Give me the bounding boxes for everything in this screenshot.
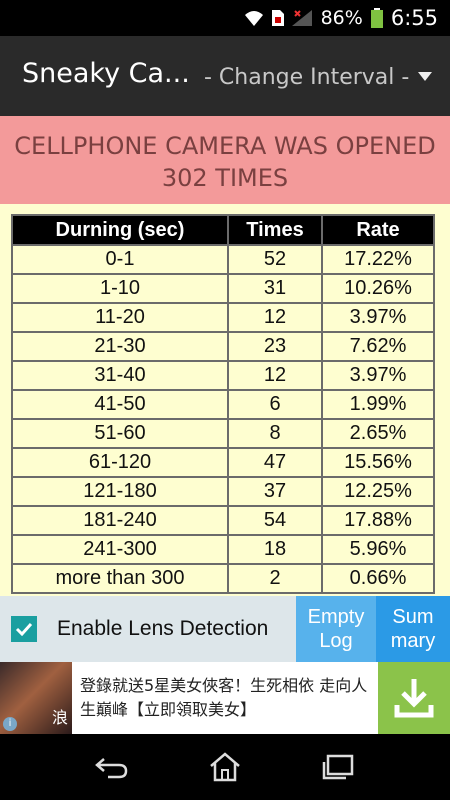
app-bar: Sneaky Ca... - Change Interval - <box>0 36 450 116</box>
open-count-banner: CELLPHONE CAMERA WAS OPENED 302 TIMES <box>0 116 450 204</box>
spinner-label: - Change Interval - <box>204 64 410 90</box>
sim-icon <box>271 10 284 26</box>
summary-label-2: mary <box>390 630 436 652</box>
cell-rate: 15.56% <box>321 447 435 478</box>
cell-times: 54 <box>227 505 323 536</box>
table-row: 181-240 54 17.88% <box>11 505 435 536</box>
back-button[interactable] <box>92 752 132 782</box>
lens-detection-checkbox[interactable] <box>11 616 37 642</box>
recents-button[interactable] <box>318 752 358 782</box>
cell-duration: more than 300 <box>11 563 229 594</box>
cell-rate: 3.97% <box>321 302 435 333</box>
cell-rate: 5.96% <box>321 534 435 565</box>
cell-times: 18 <box>227 534 323 565</box>
cell-duration: 21-30 <box>11 331 229 362</box>
table-row: 21-30 23 7.62% <box>11 331 435 362</box>
cell-rate: 2.65% <box>321 418 435 449</box>
cell-times: 2 <box>227 563 323 594</box>
status-bar: 86% 6:55 <box>0 0 450 36</box>
cell-times: 31 <box>227 273 323 304</box>
banner-line-2: 302 TIMES <box>161 164 289 192</box>
summary-button[interactable]: Sum mary <box>376 596 450 662</box>
empty-log-label-1: Empty <box>307 606 365 628</box>
cell-times: 8 <box>227 418 323 449</box>
signal-icon <box>291 10 312 26</box>
cell-rate: 3.97% <box>321 360 435 391</box>
dropdown-arrow-icon <box>418 72 432 81</box>
cell-times: 52 <box>227 244 323 275</box>
recents-icon <box>322 754 354 780</box>
table-header-row: Durning (sec) Times Rate <box>11 214 435 246</box>
table-row: 41-50 6 1.99% <box>11 389 435 420</box>
app-title: Sneaky Ca... <box>22 58 190 89</box>
table-row: 61-120 47 15.56% <box>11 447 435 478</box>
cell-duration: 0-1 <box>11 244 229 275</box>
cell-duration: 241-300 <box>11 534 229 565</box>
home-button[interactable] <box>205 752 245 782</box>
empty-log-label-2: Log <box>319 630 353 652</box>
cell-rate: 12.25% <box>321 476 435 507</box>
table-row: 51-60 8 2.65% <box>11 418 435 449</box>
cell-duration: 31-40 <box>11 360 229 391</box>
cell-rate: 17.22% <box>321 244 435 275</box>
ad-image-caption: 浪 <box>51 708 68 727</box>
table-row: 31-40 12 3.97% <box>11 360 435 391</box>
download-icon <box>394 679 434 718</box>
cell-rate: 10.26% <box>321 273 435 304</box>
bottom-controls: Enable Lens Detection Empty Log Sum mary <box>0 596 450 662</box>
table-row: more than 300 2 0.66% <box>11 563 435 594</box>
table-row: 0-1 52 17.22% <box>11 244 435 275</box>
cell-duration: 121-180 <box>11 476 229 507</box>
ad-text[interactable]: 登錄就送5星美女俠客！生死相依 走向人生巔峰【立即領取美女】 <box>80 676 368 719</box>
ad-image[interactable]: 浪 i <box>0 662 72 734</box>
clock: 6:55 <box>390 6 438 30</box>
wifi-icon <box>244 11 263 26</box>
cell-times: 12 <box>227 360 323 391</box>
cell-rate: 17.88% <box>321 505 435 536</box>
cell-times: 23 <box>227 331 323 362</box>
cell-times: 37 <box>227 476 323 507</box>
column-header-duration: Durning (sec) <box>11 214 229 246</box>
table-row: 241-300 18 5.96% <box>11 534 435 565</box>
checkmark-icon <box>15 622 33 636</box>
summary-label-1: Sum <box>392 606 434 628</box>
table-row: 11-20 12 3.97% <box>11 302 435 333</box>
column-header-rate: Rate <box>321 214 435 246</box>
cell-duration: 51-60 <box>11 418 229 449</box>
cell-rate: 7.62% <box>321 331 435 362</box>
stats-table: Durning (sec) Times Rate 0-1 52 17.22% 1-1… <box>11 214 435 594</box>
banner-line-1: CELLPHONE CAMERA WAS OPENED <box>14 132 436 160</box>
cell-times: 12 <box>227 302 323 333</box>
cell-duration: 181-240 <box>11 505 229 536</box>
cell-times: 47 <box>227 447 323 478</box>
home-icon <box>210 752 240 782</box>
cell-duration: 1-10 <box>11 273 229 304</box>
ad-download-button[interactable] <box>378 662 450 734</box>
navigation-bar <box>0 734 450 800</box>
lens-detection-label: Enable Lens Detection <box>57 617 269 640</box>
stats-panel: Durning (sec) Times Rate 0-1 52 17.22% 1-1… <box>0 204 450 596</box>
table-row: 1-10 31 10.26% <box>11 273 435 304</box>
column-header-times: Times <box>227 214 323 246</box>
table-row: 121-180 37 12.25% <box>11 476 435 507</box>
lens-detection-toggle[interactable]: Enable Lens Detection <box>0 596 296 662</box>
cell-duration: 11-20 <box>11 302 229 333</box>
cell-duration: 41-50 <box>11 389 229 420</box>
cell-rate: 0.66% <box>321 563 435 594</box>
back-icon <box>95 758 128 779</box>
battery-percent: 86% <box>320 7 363 29</box>
cell-times: 6 <box>227 389 323 420</box>
cell-duration: 61-120 <box>11 447 229 478</box>
empty-log-button[interactable]: Empty Log <box>296 596 376 662</box>
cell-rate: 1.99% <box>321 389 435 420</box>
battery-icon <box>370 8 383 28</box>
interval-spinner[interactable]: - Change Interval - <box>204 58 440 96</box>
ad-banner[interactable]: 浪 i 登錄就送5星美女俠客！生死相依 走向人生巔峰【立即領取美女】 <box>0 662 450 734</box>
ad-info-icon[interactable]: i <box>3 717 17 731</box>
